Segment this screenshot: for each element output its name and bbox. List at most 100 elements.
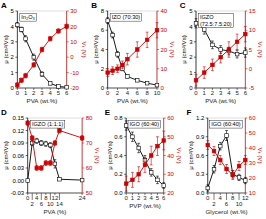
title-box xyxy=(198,14,233,28)
y2-tick xyxy=(245,118,247,119)
title-line: IGZO xyxy=(200,14,214,20)
y2-tick xyxy=(245,68,247,69)
y-tick xyxy=(15,72,17,73)
x-tick-label: 5 xyxy=(156,195,160,201)
point xyxy=(131,178,135,182)
error-bar xyxy=(125,176,128,191)
point xyxy=(24,74,28,78)
error-bar xyxy=(131,132,134,141)
y2-axis-label: Vₜ (V) xyxy=(257,148,264,164)
plot-frame xyxy=(208,118,246,193)
y2-tick-label: 10 xyxy=(249,190,256,196)
x-tick-label: 1 xyxy=(131,195,135,201)
error-bar xyxy=(20,27,23,32)
error-bar xyxy=(44,141,47,146)
y2-tick-label: -10 xyxy=(70,70,79,76)
series-line xyxy=(196,34,245,80)
series-line xyxy=(17,26,66,85)
series-line xyxy=(208,136,246,189)
point xyxy=(111,33,115,37)
error-bar xyxy=(32,54,35,60)
y2-tick-label: 50 xyxy=(167,134,174,140)
y2-tick xyxy=(82,168,84,169)
y2-tick xyxy=(157,11,159,12)
y-tick-label: -0.03 xyxy=(11,190,25,196)
x-tick xyxy=(32,193,33,200)
point xyxy=(121,63,125,67)
y-tick-label: 0.06 xyxy=(13,153,25,159)
y-axis-label: μ (cm²/Vs) xyxy=(2,35,9,64)
title: IGO (60:40) xyxy=(211,121,241,127)
title-line: IGO (60:40) xyxy=(211,121,241,127)
point xyxy=(225,167,229,171)
error-bar xyxy=(116,65,119,73)
x-tick-label: 3 xyxy=(143,195,147,201)
error-bar xyxy=(131,172,134,187)
data-area xyxy=(206,131,247,192)
panel: 0246810120.00.30.60.91.2102030405060Glyc… xyxy=(186,108,264,215)
y2-tick xyxy=(82,143,84,144)
error-bar xyxy=(238,174,241,180)
x-tick-label: 0 xyxy=(106,90,110,96)
y-tick-label: 0 xyxy=(189,85,193,91)
point xyxy=(137,172,141,176)
point xyxy=(244,51,248,55)
point xyxy=(53,162,57,166)
y2-tick-label: -20 xyxy=(70,85,79,91)
x-tick-label: 2 xyxy=(116,90,120,96)
x-axis-label: Glycerol (wt.%) xyxy=(206,208,248,215)
panel: 0246810121424-0.030.000.030.060.090.120.… xyxy=(1,108,101,215)
error-bar xyxy=(41,72,44,77)
error-bar xyxy=(16,83,19,88)
error-bar xyxy=(32,63,35,68)
y-tick-label: 2 xyxy=(101,66,105,72)
point xyxy=(244,158,248,162)
y2-tick-label: 5 xyxy=(249,47,253,53)
x-axis-label: PVA (%) xyxy=(43,208,66,215)
y-tick xyxy=(106,11,108,12)
series-line xyxy=(108,21,157,85)
x-tick-label: 2 xyxy=(211,90,215,96)
y-tick-label: 0.03 xyxy=(13,165,25,171)
point xyxy=(80,178,84,182)
error-bar xyxy=(206,141,209,150)
panel: 01234560.00.20.40.60.82030405060PVP (wt.… xyxy=(105,108,183,209)
y2-tick-label: 50 xyxy=(249,130,256,136)
y-tick xyxy=(206,155,208,156)
y-tick xyxy=(26,155,28,156)
panel-label: F xyxy=(186,108,191,117)
y2-tick-label: 0 xyxy=(70,54,74,60)
y-tick xyxy=(26,193,28,194)
series-line xyxy=(17,25,66,87)
error-bar xyxy=(57,29,60,34)
data-area xyxy=(106,18,159,87)
x-tick-label: 6 xyxy=(225,201,229,207)
y-tick-label: 0.0 xyxy=(196,190,205,196)
y-tick-label: 2 xyxy=(11,54,15,60)
x-tick-label: 3 xyxy=(40,90,44,96)
error-bar xyxy=(65,86,68,88)
y-tick xyxy=(15,11,17,12)
point xyxy=(149,154,153,158)
y2-tick xyxy=(245,193,247,194)
data-area xyxy=(16,23,69,89)
panel-label: B xyxy=(91,1,97,10)
point xyxy=(211,63,215,67)
y-tick-label: 0.12 xyxy=(13,128,25,134)
y-tick-label: 8 xyxy=(101,8,105,14)
title-line: IGZO (1:1:1) xyxy=(32,121,64,127)
y2-tick-label: 60 xyxy=(86,165,93,171)
x-tick-label: 4 xyxy=(126,90,130,96)
point xyxy=(30,136,34,140)
series-line xyxy=(208,145,246,175)
point xyxy=(20,79,24,83)
error-bar xyxy=(106,69,109,77)
x-tick xyxy=(214,193,215,200)
y2-tick xyxy=(164,155,166,156)
error-bar xyxy=(219,156,222,165)
y2-tick xyxy=(164,118,166,119)
y2-tick xyxy=(245,133,247,134)
y2-tick-label: 40 xyxy=(160,8,167,14)
y-tick xyxy=(124,174,126,175)
x-tick-label: 4 xyxy=(150,195,154,201)
